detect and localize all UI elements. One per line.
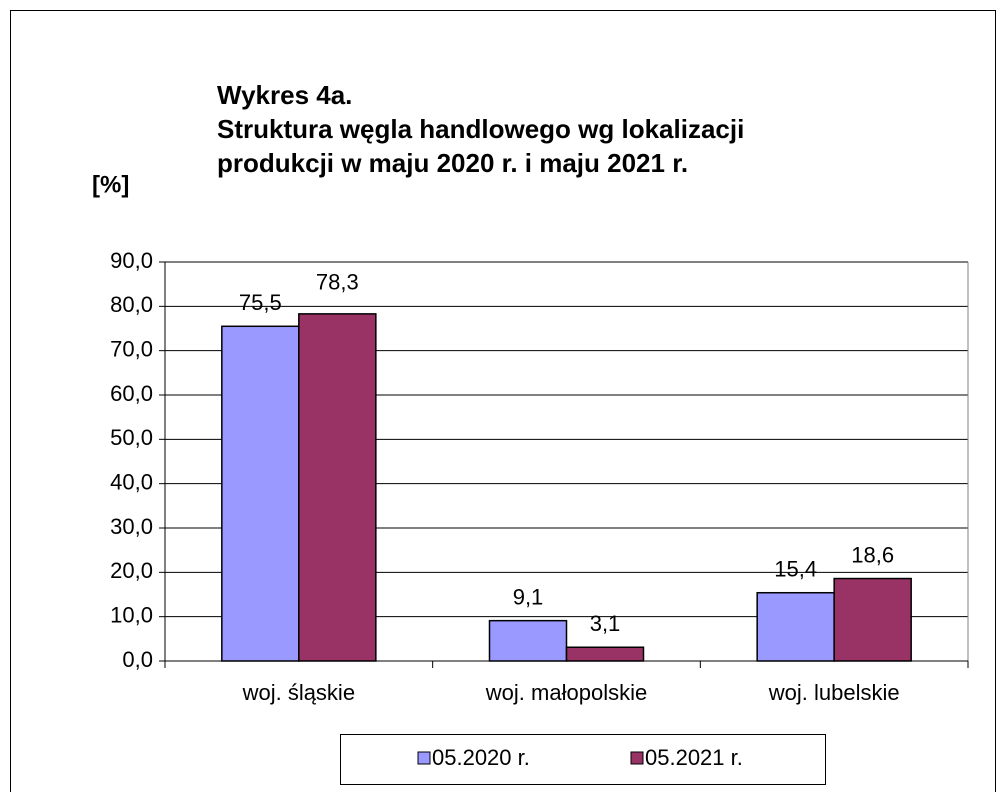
x-tick-label: woj. lubelskie — [768, 680, 900, 705]
bar — [221, 325, 300, 662]
bar — [833, 577, 912, 662]
value-label: 9,1 — [513, 584, 544, 609]
bar — [756, 591, 835, 662]
y-tick-label: 90,0 — [110, 248, 153, 273]
y-tick-label: 30,0 — [110, 514, 153, 539]
value-label: 15,4 — [774, 557, 817, 582]
y-tick-label: 80,0 — [110, 292, 153, 317]
y-tick-label: 70,0 — [110, 336, 153, 361]
legend-box — [340, 734, 826, 785]
legend-swatch — [417, 751, 431, 765]
y-tick-label: 40,0 — [110, 469, 153, 494]
x-tick-label: woj. małopolskie — [485, 680, 647, 705]
y-tick-label: 10,0 — [110, 602, 153, 627]
chart-title: produkcji w maju 2020 r. i maju 2021 r. — [217, 148, 688, 178]
y-tick-label: 20,0 — [110, 558, 153, 583]
legend-swatch — [630, 751, 644, 765]
legend-label: 05.2020 r. — [432, 745, 530, 770]
legend-label: 05.2021 r. — [645, 745, 743, 770]
y-tick-label: 60,0 — [110, 381, 153, 406]
chart-title: Struktura węgla handlowego wg lokalizacj… — [217, 114, 744, 144]
bar — [298, 313, 377, 662]
chart-frame — [10, 10, 996, 797]
value-label: 75,5 — [239, 290, 282, 315]
bar — [488, 619, 568, 662]
y-tick-label: 50,0 — [110, 425, 153, 450]
y-axis-label: [%] — [92, 171, 129, 198]
bar — [565, 646, 645, 662]
value-label: 3,1 — [590, 611, 621, 636]
value-label: 18,6 — [851, 542, 894, 567]
value-label: 78,3 — [316, 270, 359, 295]
chart-title: Wykres 4a. — [217, 80, 352, 110]
y-tick-label: 0,0 — [122, 647, 153, 672]
x-tick-label: woj. śląskie — [242, 680, 355, 705]
